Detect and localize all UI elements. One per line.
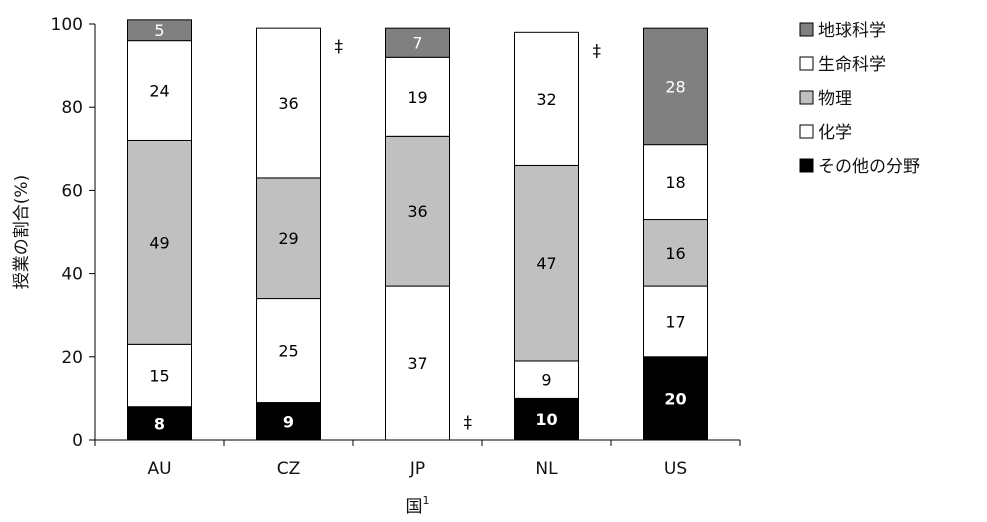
bar-segment-nl-1: [514, 360, 579, 399]
data-label-au-2: 49: [149, 233, 169, 252]
bar-segment-jp-1: [385, 285, 450, 441]
y-tick-label: 20: [61, 348, 83, 368]
bar-segment-cz-2: [256, 177, 321, 300]
data-label-au-4: 5: [154, 21, 164, 40]
data-label-us-4: 28: [665, 77, 685, 96]
bar-segment-cz-0: [256, 402, 321, 441]
data-label-us-1: 17: [665, 312, 685, 331]
data-label-nl-2: 47: [536, 254, 556, 273]
data-label-us-3: 18: [665, 173, 685, 192]
legend-swatch-1: [799, 56, 814, 71]
bar-segment-au-1: [127, 343, 192, 408]
bar-segment-us-1: [643, 285, 708, 358]
bar-segment-au-2: [127, 139, 192, 345]
legend-swatch-4: [799, 158, 814, 173]
x-tick-label-us: US: [664, 459, 687, 479]
bar-segment-us-0: [643, 356, 708, 441]
bars: 8 15 49 24 5 9 25 29 36 37 36 19 7 10 9 47 32 20 17 16 18 28: [127, 19, 708, 441]
data-label-jp-1: 37: [407, 354, 427, 373]
bar-segment-nl-2: [514, 164, 579, 362]
data-label-cz-3: 36: [278, 94, 298, 113]
x-axis-title: 国1: [406, 494, 430, 517]
annotation-dagger-jp: ‡: [464, 413, 473, 433]
data-label-us-2: 16: [665, 244, 685, 263]
bar-segment-us-2: [643, 219, 708, 287]
y-tick-label: 60: [61, 181, 83, 201]
bar-segment-nl-3: [514, 31, 579, 166]
legend-label-0: 地球科学: [818, 21, 886, 41]
x-tick-label-cz: CZ: [277, 459, 301, 479]
data-label-au-0: 8: [154, 414, 165, 433]
bar-segment-us-3: [643, 144, 708, 221]
legend-swatch-0: [799, 22, 814, 37]
data-label-nl-1: 9: [541, 371, 551, 390]
data-label-nl-3: 32: [536, 90, 556, 109]
bar-segment-nl-0: [514, 397, 579, 441]
legend-swatch-3: [799, 124, 814, 139]
legend-label-3: 化学: [818, 123, 852, 143]
legend-label-1: 生命科学: [818, 55, 886, 75]
data-label-cz-0: 9: [283, 412, 294, 431]
bar-segment-au-4: [127, 19, 192, 42]
legend-label-2: 物理: [818, 89, 852, 109]
y-tick-label: 80: [61, 98, 83, 118]
data-label-us-0: 20: [664, 389, 686, 408]
bar-segment-jp-4: [385, 27, 450, 58]
y-tick-label: 100: [51, 15, 83, 35]
axes: 0 20 40 60 80 100 AU CZ JP NL US: [51, 15, 741, 479]
annotations: ‡ ‡ ‡: [335, 37, 602, 433]
data-label-au-3: 24: [149, 82, 169, 101]
bar-segment-cz-1: [256, 298, 321, 404]
x-tick-label-jp: JP: [409, 459, 425, 479]
legend-swatch-2: [799, 90, 814, 105]
x-tick-label-nl: NL: [535, 459, 558, 479]
x-axis-title-main: 国: [406, 497, 423, 517]
annotation-dagger-cz: ‡: [335, 37, 344, 57]
bar-segment-us-4: [643, 27, 708, 146]
y-tick-label: 40: [61, 265, 83, 285]
legend-label-4: その他の分野: [818, 157, 920, 177]
bar-segment-cz-3: [256, 27, 321, 179]
y-axis-title: 授業の割合(%): [12, 175, 32, 289]
bar-segment-au-0: [127, 406, 192, 441]
data-label-cz-2: 29: [278, 229, 298, 248]
data-label-cz-1: 25: [278, 342, 298, 361]
y-tick-label: 0: [72, 431, 83, 451]
bar-segment-jp-3: [385, 56, 450, 137]
annotation-dagger-nl: ‡: [593, 41, 602, 61]
data-label-jp-3: 19: [407, 88, 427, 107]
bar-segment-au-3: [127, 40, 192, 141]
data-label-nl-0: 10: [535, 410, 557, 429]
data-label-jp-4: 7: [412, 34, 422, 53]
x-tick-label-au: AU: [147, 459, 171, 479]
x-axis-title-superscript: 1: [423, 494, 430, 507]
data-label-au-1: 15: [149, 367, 169, 386]
data-label-jp-2: 36: [407, 202, 427, 221]
